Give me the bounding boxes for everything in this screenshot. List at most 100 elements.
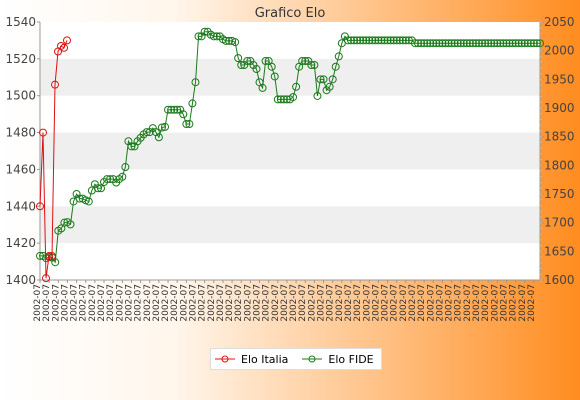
elo-fide-point <box>313 91 322 100</box>
legend: Elo Italia Elo FIDE <box>210 348 382 370</box>
elo-fide-point <box>529 39 538 48</box>
elo-fide-point <box>185 120 194 129</box>
elo-fide-point <box>142 128 151 137</box>
x-tick-label: 2002-07 <box>408 284 418 322</box>
elo-fide-point <box>499 39 508 48</box>
x-tick-label: 2002-07 <box>152 284 162 322</box>
elo-fide-point <box>93 184 102 193</box>
x-tick-label: 2002-07 <box>115 284 125 322</box>
y-tick-label-right: 2050 <box>544 15 575 29</box>
x-tick-label: 2002-07 <box>42 284 52 322</box>
y-tick-label-right: 1700 <box>544 216 575 230</box>
y-tick-label-left: 1420 <box>5 236 36 250</box>
x-tick-label: 2002-07 <box>353 284 363 322</box>
y-tick-label-left: 1520 <box>5 52 36 66</box>
elo-fide-point <box>475 39 484 48</box>
x-tick-label: 2002-07 <box>509 284 519 322</box>
elo-italia-point <box>42 274 50 283</box>
elo-italia-point <box>51 80 59 89</box>
x-tick-label: 2002-07 <box>362 284 372 322</box>
x-tick-label: 2002-07 <box>88 284 98 322</box>
elo-fide-point <box>356 36 365 45</box>
y-tick-label-right: 1600 <box>544 273 575 287</box>
elo-fide-point <box>84 197 93 206</box>
elo-fide-point <box>298 56 307 65</box>
x-tick-label: 2002-07 <box>280 284 290 322</box>
elo-italia-line <box>39 40 68 279</box>
elo-fide-point <box>478 39 487 48</box>
elo-fide-point <box>456 39 465 48</box>
x-axis-labels: 2002-07 2002-07 2002-07 2002-07 2002-07 2002-… <box>33 280 537 322</box>
x-tick-label: 2002-07 <box>344 284 354 322</box>
x-tick-label: 2002-07 <box>234 284 244 322</box>
y-tick-label-right: 1900 <box>544 101 575 115</box>
x-tick-label: 2002-07 <box>271 284 281 322</box>
elo-fide-point <box>365 36 374 45</box>
x-tick-label: 2002-07 <box>134 284 144 322</box>
elo-fide-point <box>96 184 105 193</box>
x-tick-label: 2002-07 <box>225 284 235 322</box>
elo-italia-point <box>36 202 44 211</box>
elo-fide-point <box>231 38 240 47</box>
x-tick-label: 2002-07 <box>179 284 189 322</box>
y-axis-right: 1600 1650 1700 1750 1800 1850 1900 1950 2000 2050 <box>540 15 575 287</box>
x-tick-label: 2002-07 <box>307 284 317 322</box>
elo-fide-point <box>157 123 166 132</box>
elo-fide-point <box>536 39 544 48</box>
x-tick-label: 2002-07 <box>97 284 107 322</box>
elo-fide-point <box>334 52 343 61</box>
elo-fide-point <box>374 36 383 45</box>
elo-fide-point <box>481 39 490 48</box>
elo-fide-point <box>377 36 386 45</box>
elo-fide-point <box>423 39 432 48</box>
elo-fide-point <box>389 36 398 45</box>
elo-fide-point <box>514 39 523 48</box>
y-tick-label-left: 1540 <box>5 15 36 29</box>
elo-fide-point <box>505 39 514 48</box>
elo-fide-point <box>161 122 169 131</box>
elo-fide-point <box>103 175 112 184</box>
y-tick-label-right: 1650 <box>544 244 575 258</box>
elo-fide-point <box>471 39 480 48</box>
elo-fide-point <box>194 32 203 41</box>
x-tick-label: 2002-07 <box>161 284 171 322</box>
elo-fide-point <box>167 105 176 114</box>
chart-title: Grafico Elo <box>255 6 326 21</box>
elo-fide-point <box>310 61 319 69</box>
elo-fide-point <box>520 39 529 48</box>
x-tick-label: 2002-07 <box>298 284 308 322</box>
elo-fide-point <box>289 93 298 102</box>
elo-italia-point <box>63 36 71 45</box>
elo-fide-point <box>532 39 541 48</box>
elo-fide-point <box>209 32 218 41</box>
elo-fide-point <box>343 36 352 45</box>
x-tick-label: 2002-07 <box>106 284 116 322</box>
elo-fide-point <box>118 172 127 181</box>
elo-fide-point <box>237 61 246 69</box>
elo-fide-point <box>502 39 511 48</box>
elo-fide-point <box>301 56 310 65</box>
elo-fide-point <box>511 39 520 48</box>
x-tick-label: 2002-07 <box>381 284 391 322</box>
elo-fide-point <box>292 82 301 91</box>
grid-bands <box>40 22 540 280</box>
elo-fide-point <box>426 39 435 48</box>
y-tick-label-right: 1750 <box>544 187 575 201</box>
elo-fide-point <box>508 39 517 48</box>
elo-italia-point <box>48 252 56 261</box>
elo-fide-point <box>331 62 340 71</box>
elo-fide-point <box>346 36 355 45</box>
x-tick-label: 2002-07 <box>170 284 180 322</box>
x-tick-label: 2002-07 <box>124 284 134 322</box>
x-tick-label: 2002-07 <box>390 284 400 322</box>
elo-fide-point <box>368 36 377 45</box>
elo-italia-point <box>39 128 47 137</box>
x-tick-label: 2002-07 <box>518 284 528 322</box>
elo-fide-point <box>353 36 362 45</box>
elo-fide-point <box>316 75 325 84</box>
elo-fide-point <box>429 39 438 48</box>
elo-fide-point <box>441 39 450 48</box>
elo-fide-point <box>127 142 136 151</box>
elo-fide-point <box>154 133 163 142</box>
y-axis-left: 1400 1420 1440 1460 1480 1500 1520 1540 <box>5 15 40 287</box>
